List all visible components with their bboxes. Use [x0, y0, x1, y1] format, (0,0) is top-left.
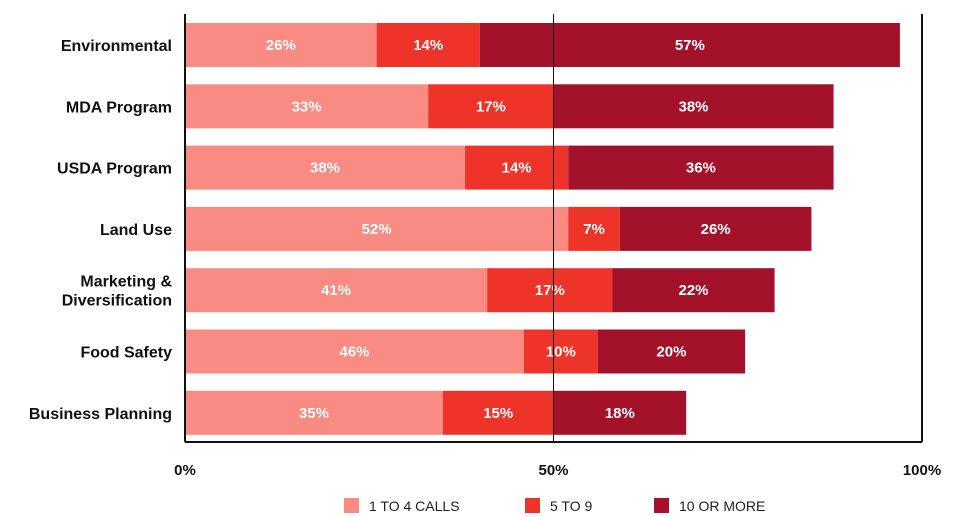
bar-business-planning-1-to-4-calls	[185, 390, 443, 435]
data-label-land-use-5-to-9: 7%	[583, 221, 605, 238]
bar-land-use-1-to-4-calls	[185, 206, 569, 251]
bar-business-planning-10-or-more	[553, 390, 687, 435]
data-label-mda-program-10-or-more: 38%	[679, 98, 709, 115]
bar-usda-program-5-to-9	[465, 145, 569, 190]
bar-usda-program-1-to-4-calls	[185, 145, 466, 190]
data-label-usda-program-1-to-4-calls: 38%	[310, 160, 340, 177]
category-label-business-planning: Business Planning	[29, 406, 172, 423]
category-label-usda-program: USDA Program	[57, 161, 172, 178]
legend-label-5-to-9: 5 TO 9	[550, 498, 593, 514]
x-tick-label-100: 100%	[903, 462, 941, 479]
axes-group	[184, 14, 923, 443]
legend-label-10-or-more: 10 OR MORE	[679, 498, 765, 514]
bar-mda-program-1-to-4-calls	[185, 84, 429, 129]
tick-labels-group: 0% 50% 100%	[174, 462, 941, 479]
legend: 1 TO 4 CALLS 5 TO 9 10 OR MORE	[344, 498, 765, 514]
data-label-business-planning-5-to-9: 15%	[483, 405, 513, 422]
data-label-marketing-diversification-1-to-4-calls: 41%	[321, 282, 351, 299]
bar-land-use-10-or-more	[619, 206, 812, 251]
data-label-business-planning-10-or-more: 18%	[605, 405, 635, 422]
bar-land-use-5-to-9	[568, 206, 620, 251]
data-label-mda-program-1-to-4-calls: 33%	[292, 98, 322, 115]
data-label-land-use-1-to-4-calls: 52%	[362, 221, 392, 238]
legend-swatch-10-or-more	[654, 498, 669, 513]
bar-food-safety-10-or-more	[597, 329, 746, 374]
data-label-food-safety-1-to-4-calls: 46%	[339, 344, 369, 361]
bar-marketing-diversification-10-or-more	[612, 268, 775, 313]
data-label-marketing-diversification-10-or-more: 22%	[679, 282, 709, 299]
bar-food-safety-1-to-4-calls	[185, 329, 525, 374]
category-label-marketing-diversification: Marketing & Diversification	[62, 274, 173, 310]
category-label-food-safety: Food Safety	[80, 345, 172, 362]
bar-mda-program-5-to-9	[428, 84, 554, 129]
category-labels-group: Environmental MDA Program USDA Program Land…	[29, 38, 173, 423]
bar-environmental-5-to-9	[376, 23, 480, 67]
data-label-food-safety-5-to-9: 10%	[546, 344, 576, 361]
data-label-environmental-10-or-more: 57%	[675, 37, 705, 54]
data-label-business-planning-1-to-4-calls: 35%	[299, 405, 329, 422]
category-label-mda-program: MDA Program	[66, 99, 172, 116]
data-label-environmental-5-to-9: 14%	[413, 37, 443, 54]
bar-food-safety-5-to-9	[524, 329, 598, 374]
category-label-land-use: Land Use	[100, 222, 172, 239]
data-label-usda-program-10-or-more: 36%	[686, 160, 716, 177]
x-tick-label-0: 0%	[174, 462, 196, 479]
data-label-usda-program-5-to-9: 14%	[502, 160, 532, 177]
data-label-land-use-10-or-more: 26%	[701, 221, 731, 238]
data-label-marketing-diversification-5-to-9: 17%	[535, 282, 565, 299]
legend-swatch-5-to-9	[525, 498, 540, 513]
bars-group: 26% 14% 57% 33% 17% 38% 38% 14% 36% 52% 7% 26% 41% 17…	[185, 23, 900, 435]
bar-marketing-diversification-1-to-4-calls	[185, 268, 488, 313]
x-tick-label-50: 50%	[538, 462, 568, 479]
bar-environmental-1-to-4-calls	[185, 23, 377, 67]
bar-business-planning-5-to-9	[442, 390, 554, 435]
bar-environmental-10-or-more	[479, 23, 900, 67]
legend-swatch-1-to-4-calls	[344, 498, 359, 513]
bar-usda-program-10-or-more	[568, 145, 834, 190]
data-label-food-safety-10-or-more: 20%	[656, 344, 686, 361]
data-label-mda-program-5-to-9: 17%	[476, 98, 506, 115]
bar-mda-program-10-or-more	[553, 84, 834, 129]
data-label-environmental-1-to-4-calls: 26%	[266, 37, 296, 54]
category-label-environmental: Environmental	[61, 38, 172, 55]
legend-label-1-to-4-calls: 1 TO 4 CALLS	[369, 498, 460, 514]
bar-marketing-diversification-5-to-9	[487, 268, 613, 313]
